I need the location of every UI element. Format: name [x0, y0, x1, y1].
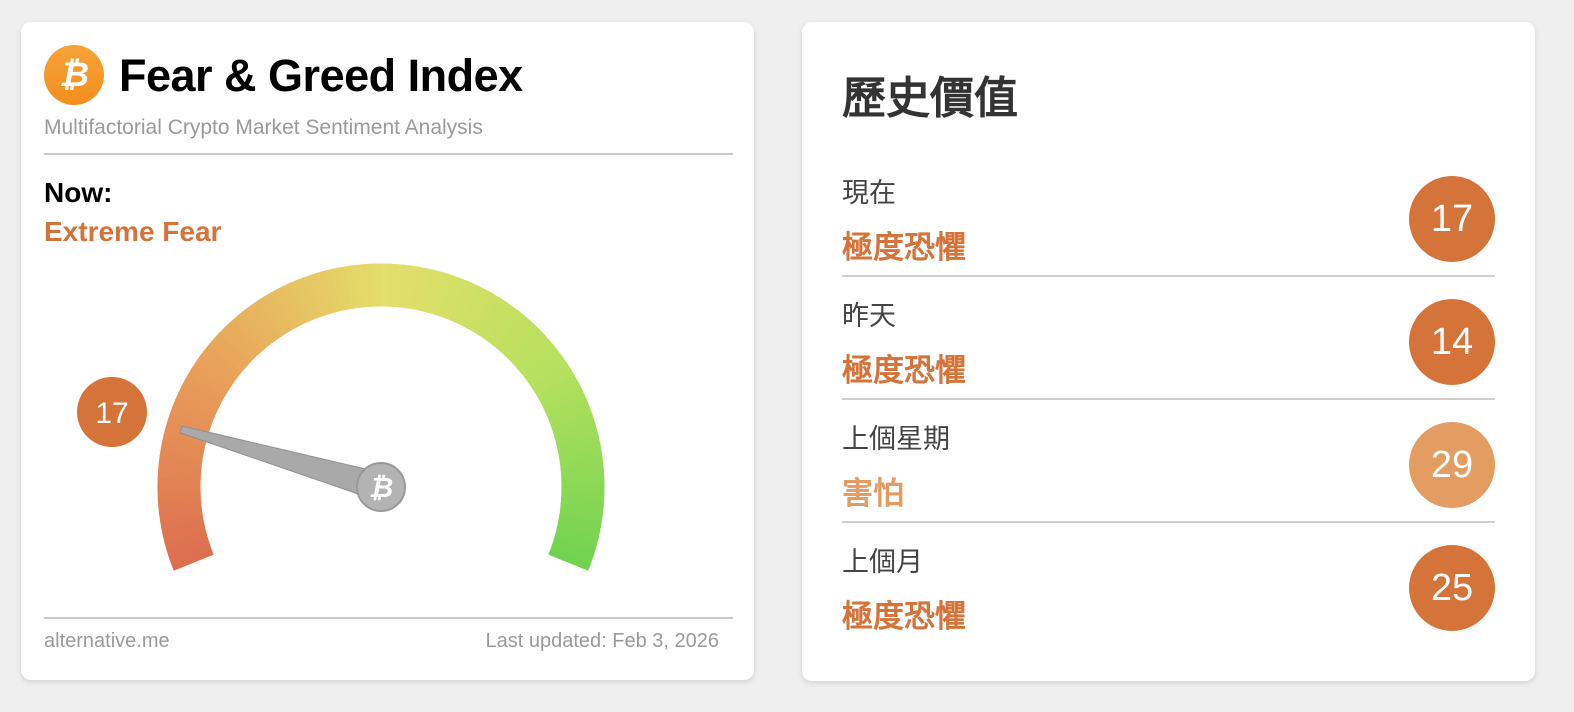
gauge-needle	[179, 425, 386, 502]
fear-greed-gauge: ₿ 17	[77, 263, 605, 571]
bitcoin-icon: ₿	[369, 472, 394, 503]
gauge-arc	[157, 263, 605, 571]
row-value-badge: 17	[1409, 176, 1495, 262]
history-row-yesterday: 昨天 極度恐懼 14	[842, 277, 1495, 400]
now-classification: Extreme Fear	[44, 216, 222, 247]
row-classification: 害怕	[842, 476, 904, 512]
row-value-badge: 25	[1409, 545, 1495, 631]
gauge-arc-segment	[548, 549, 591, 571]
source-link[interactable]: alternative.me	[44, 630, 170, 652]
value-badge	[77, 377, 147, 447]
row-label: 現在	[842, 178, 896, 209]
divider	[842, 398, 1495, 400]
gauge-hub	[356, 462, 406, 512]
divider	[842, 521, 1495, 523]
value-badge-text: 17	[95, 397, 128, 430]
history-title: 歷史價值	[842, 73, 1018, 124]
row-value-badge: 29	[1409, 422, 1495, 508]
divider	[44, 153, 733, 155]
row-classification: 極度恐懼	[842, 230, 966, 266]
fear-greed-widget: ₿ Fear & Greed Index Multifactorial Cryp…	[21, 22, 754, 680]
row-label: 上個月	[842, 547, 923, 578]
bitcoin-icon: ₿	[44, 45, 104, 105]
row-label: 昨天	[842, 301, 896, 332]
history-row-last-month: 上個月 極度恐懼 25	[842, 523, 1495, 646]
history-row-now: 現在 極度恐懼 17	[842, 154, 1495, 277]
divider	[842, 275, 1495, 277]
widget-title: Fear & Greed Index	[119, 50, 523, 101]
row-value-badge: 14	[1409, 299, 1495, 385]
divider	[44, 617, 733, 619]
history-row-last-week: 上個星期 害怕 29	[842, 400, 1495, 523]
history-card: 歷史價值 現在 極度恐懼 17 昨天 極度恐懼 14 上個星期 害怕 29 上個…	[802, 22, 1535, 681]
row-classification: 極度恐懼	[842, 599, 966, 635]
row-classification: 極度恐懼	[842, 353, 966, 389]
now-label: Now:	[44, 177, 113, 208]
widget-subtitle: Multifactorial Crypto Market Sentiment A…	[44, 116, 483, 139]
last-updated: Last updated: Feb 3, 2026	[485, 630, 719, 652]
row-label: 上個星期	[842, 424, 950, 455]
